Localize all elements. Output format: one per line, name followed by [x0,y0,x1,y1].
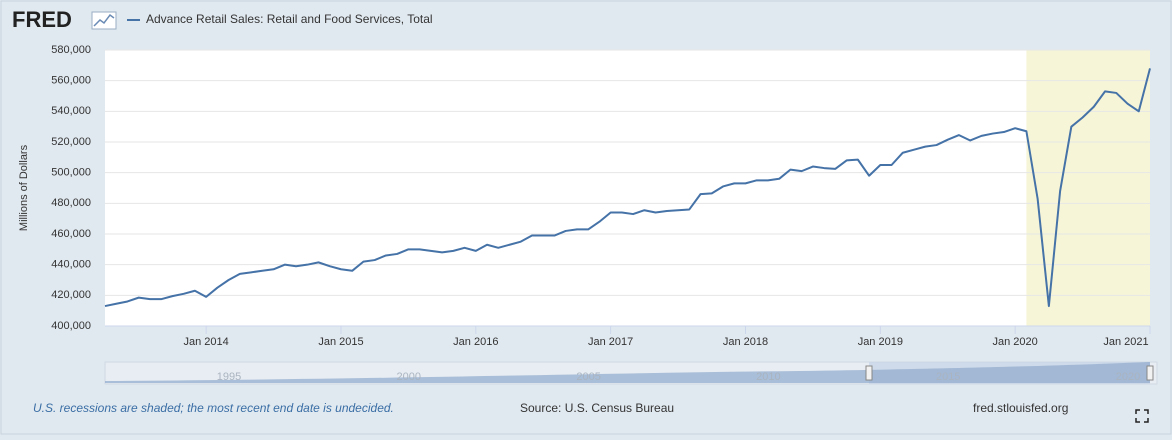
y-tick-label: 560,000 [51,75,91,87]
x-tick-label: Jan 2021 [1103,336,1148,348]
y-tick-label: 500,000 [51,167,91,179]
series-line [104,68,1151,308]
recession-shade [1026,50,1150,326]
navigator-label: 2020 [1116,371,1140,383]
navigator-label: 1995 [217,371,241,383]
x-tick-label: Jan 2020 [993,336,1038,348]
footer-site: fred.stlouisfed.org [973,401,1068,415]
y-tick-label: 540,000 [51,105,91,117]
y-tick-label: 440,000 [51,259,91,271]
fullscreen-button[interactable] [1135,409,1149,423]
plot-area [105,50,1150,326]
logo: FRED [12,7,72,32]
navigator-label: 2005 [576,371,600,383]
x-tick-label: Jan 2016 [453,336,498,348]
footer-note: U.S. recessions are shaded; the most rec… [33,401,394,415]
navigator-label: 2000 [397,371,421,383]
logo-icon [91,11,117,30]
x-tick-label: Jan 2014 [183,336,228,348]
y-tick-label: 480,000 [51,197,91,209]
navigator-label: 2015 [936,371,960,383]
y-tick-label: 520,000 [51,136,91,148]
footer-source: Source: U.S. Census Bureau [520,401,674,415]
y-axis-label: Millions of Dollars [18,144,30,231]
x-tick-label: Jan 2015 [318,336,363,348]
y-tick-label: 400,000 [51,320,91,332]
x-tick-label: Jan 2018 [723,336,768,348]
plot: 400,000 420,000 440,000 460,000 480,000 500,0… [51,44,1151,348]
x-tick-label: Jan 2019 [858,336,903,348]
y-tick-label: 420,000 [51,289,91,301]
legend-label: Advance Retail Sales: Retail and Food Se… [146,12,433,26]
y-tick-label: 460,000 [51,228,91,240]
navigator-labels: 1995 2000 2005 2010 2015 2020 [217,371,1140,383]
x-tick-label: Jan 2017 [588,336,633,348]
y-tick-label: 580,000 [51,44,91,56]
navigator [104,361,1158,385]
navigator-label: 2010 [756,371,780,383]
